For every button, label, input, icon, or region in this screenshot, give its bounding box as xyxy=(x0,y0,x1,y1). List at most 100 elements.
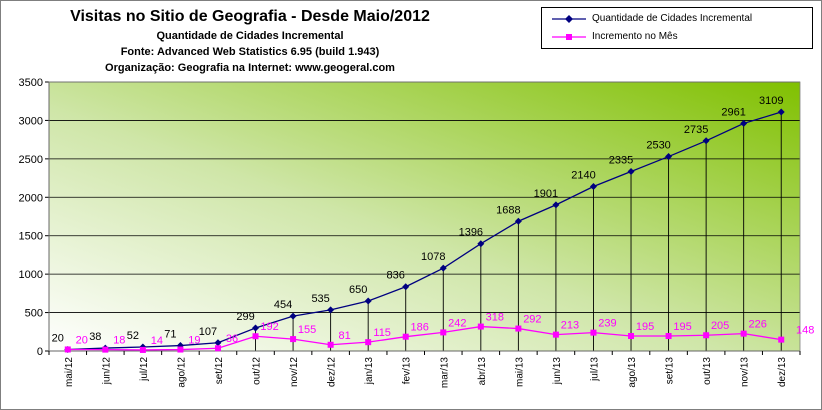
data-label-monthly: 242 xyxy=(448,317,466,329)
point-0-8 xyxy=(364,297,372,305)
point-1-3 xyxy=(177,346,184,353)
x-tick-label-mar/13: mar/13 xyxy=(439,357,450,389)
data-label-monthly: 318 xyxy=(486,312,504,324)
x-tick-label-dez/12: dez/12 xyxy=(327,357,338,387)
series-line-1 xyxy=(67,325,782,351)
data-label-cumulative: 454 xyxy=(274,299,292,311)
x-tick-label-out/12: out/12 xyxy=(252,357,263,385)
chart-title: Visitas no Sitio de Geografia - Desde Ma… xyxy=(70,8,430,25)
data-label-monthly: 19 xyxy=(188,335,200,347)
point-0-6 xyxy=(289,312,297,320)
legend-item-cumulative: Quantidade de Cidades Incremental xyxy=(542,10,810,28)
data-label-cumulative: 1078 xyxy=(421,251,445,263)
point-1-15 xyxy=(628,333,635,340)
legend-item-monthly: Incremento no Mês xyxy=(542,28,810,46)
data-label-cumulative: 1396 xyxy=(459,227,483,239)
y-tick-label: 3000 xyxy=(19,115,43,127)
x-tick-label-mai/13: mai/13 xyxy=(514,357,525,387)
data-label-cumulative: 52 xyxy=(127,330,139,342)
legend-label-cumulative: Quantidade de Cidades Incremental xyxy=(592,13,753,24)
x-tick-label-mai/12: mai/12 xyxy=(64,357,75,387)
y-tick-label: 1500 xyxy=(19,231,43,243)
point-1-16 xyxy=(665,333,672,340)
point-0-16 xyxy=(665,153,673,161)
legend: Quantidade de Cidades Incremental Increm… xyxy=(541,7,813,49)
data-label-cumulative: 107 xyxy=(199,326,217,338)
data-label-monthly: 186 xyxy=(411,322,429,334)
data-label-monthly: 192 xyxy=(260,321,278,333)
point-0-4 xyxy=(214,339,222,347)
point-1-8 xyxy=(365,339,372,346)
data-label-cumulative: 535 xyxy=(311,293,329,305)
plot-area xyxy=(49,82,800,351)
point-1-7 xyxy=(327,341,334,348)
data-label-monthly: 155 xyxy=(298,324,316,336)
data-label-cumulative: 2735 xyxy=(684,124,708,136)
chart-subtitle-2: Fonte: Advanced Web Statistics 6.95 (bui… xyxy=(120,46,380,58)
point-1-9 xyxy=(402,333,409,340)
x-tick-label-nov/12: nov/12 xyxy=(289,357,300,387)
point-1-10 xyxy=(440,329,447,336)
data-label-cumulative: 3109 xyxy=(759,95,783,107)
x-tick-label-set/13: set/13 xyxy=(665,357,676,385)
point-0-9 xyxy=(402,283,410,291)
y-tick-label: 2500 xyxy=(19,154,43,166)
y-tick-label: 3500 xyxy=(19,77,43,89)
y-tick-label: 1000 xyxy=(19,269,43,281)
legend-swatch-monthly xyxy=(552,34,586,40)
data-label-monthly: 213 xyxy=(561,320,579,332)
data-label-cumulative: 71 xyxy=(164,329,176,341)
x-tick-label-ago/13: ago/13 xyxy=(627,357,638,388)
x-tick-label-jun/12: jun/12 xyxy=(101,357,112,386)
x-tick-label-fev/13: fev/13 xyxy=(402,357,413,385)
data-label-cumulative: 2961 xyxy=(721,106,745,118)
point-0-10 xyxy=(439,264,447,272)
data-label-cumulative: 1688 xyxy=(496,204,520,216)
point-1-5 xyxy=(252,333,259,340)
x-tick-label-jul/12: jul/12 xyxy=(139,357,150,382)
x-tick-label-abr/13: abr/13 xyxy=(477,357,488,386)
x-tick-label-out/13: out/13 xyxy=(702,357,713,385)
data-label-monthly: 205 xyxy=(711,320,729,332)
point-0-11 xyxy=(477,240,485,248)
title-block: Visitas no Sitio de Geografia - Desde Ma… xyxy=(40,6,460,76)
point-0-5 xyxy=(252,324,260,332)
data-label-monthly: 239 xyxy=(598,318,616,330)
data-label-cumulative: 299 xyxy=(236,311,254,323)
data-label-monthly: 81 xyxy=(339,330,351,342)
point-1-4 xyxy=(214,345,221,352)
data-label-cumulative: 650 xyxy=(349,284,367,296)
legend-swatch-cumulative xyxy=(552,15,586,23)
point-0-7 xyxy=(327,306,335,314)
data-label-cumulative: 2530 xyxy=(646,140,670,152)
point-0-17 xyxy=(702,137,710,145)
point-0-15 xyxy=(627,168,635,176)
data-label-monthly: 195 xyxy=(673,321,691,333)
point-1-11 xyxy=(477,323,484,330)
data-label-cumulative: 836 xyxy=(387,270,405,282)
point-1-18 xyxy=(740,330,747,337)
x-tick-label-jun/13: jun/13 xyxy=(552,357,563,386)
x-tick-label-jan/13: jan/13 xyxy=(364,357,375,386)
data-label-cumulative: 2335 xyxy=(609,155,633,167)
x-tick-label-jul/13: jul/13 xyxy=(589,357,600,382)
x-tick-label-dez/13: dez/13 xyxy=(777,357,788,387)
data-label-monthly: 226 xyxy=(748,319,766,331)
x-tick-label-nov/13: nov/13 xyxy=(740,357,751,387)
point-1-6 xyxy=(290,336,297,343)
data-label-cumulative: 1901 xyxy=(534,188,558,200)
data-label-cumulative: 38 xyxy=(89,331,101,343)
point-1-19 xyxy=(778,336,785,343)
data-label-monthly: 36 xyxy=(226,333,238,345)
data-label-monthly: 14 xyxy=(151,335,163,347)
x-tick-label-ago/12: ago/12 xyxy=(176,357,187,388)
point-1-14 xyxy=(590,329,597,336)
data-label-monthly: 115 xyxy=(373,327,391,339)
point-1-17 xyxy=(703,332,710,339)
chart-subtitle-3: Organização: Geografia na Internet: www.… xyxy=(105,62,395,74)
x-tick-label-set/12: set/12 xyxy=(214,357,225,385)
point-0-14 xyxy=(589,183,597,191)
point-1-12 xyxy=(515,325,522,332)
point-1-2 xyxy=(139,346,146,353)
